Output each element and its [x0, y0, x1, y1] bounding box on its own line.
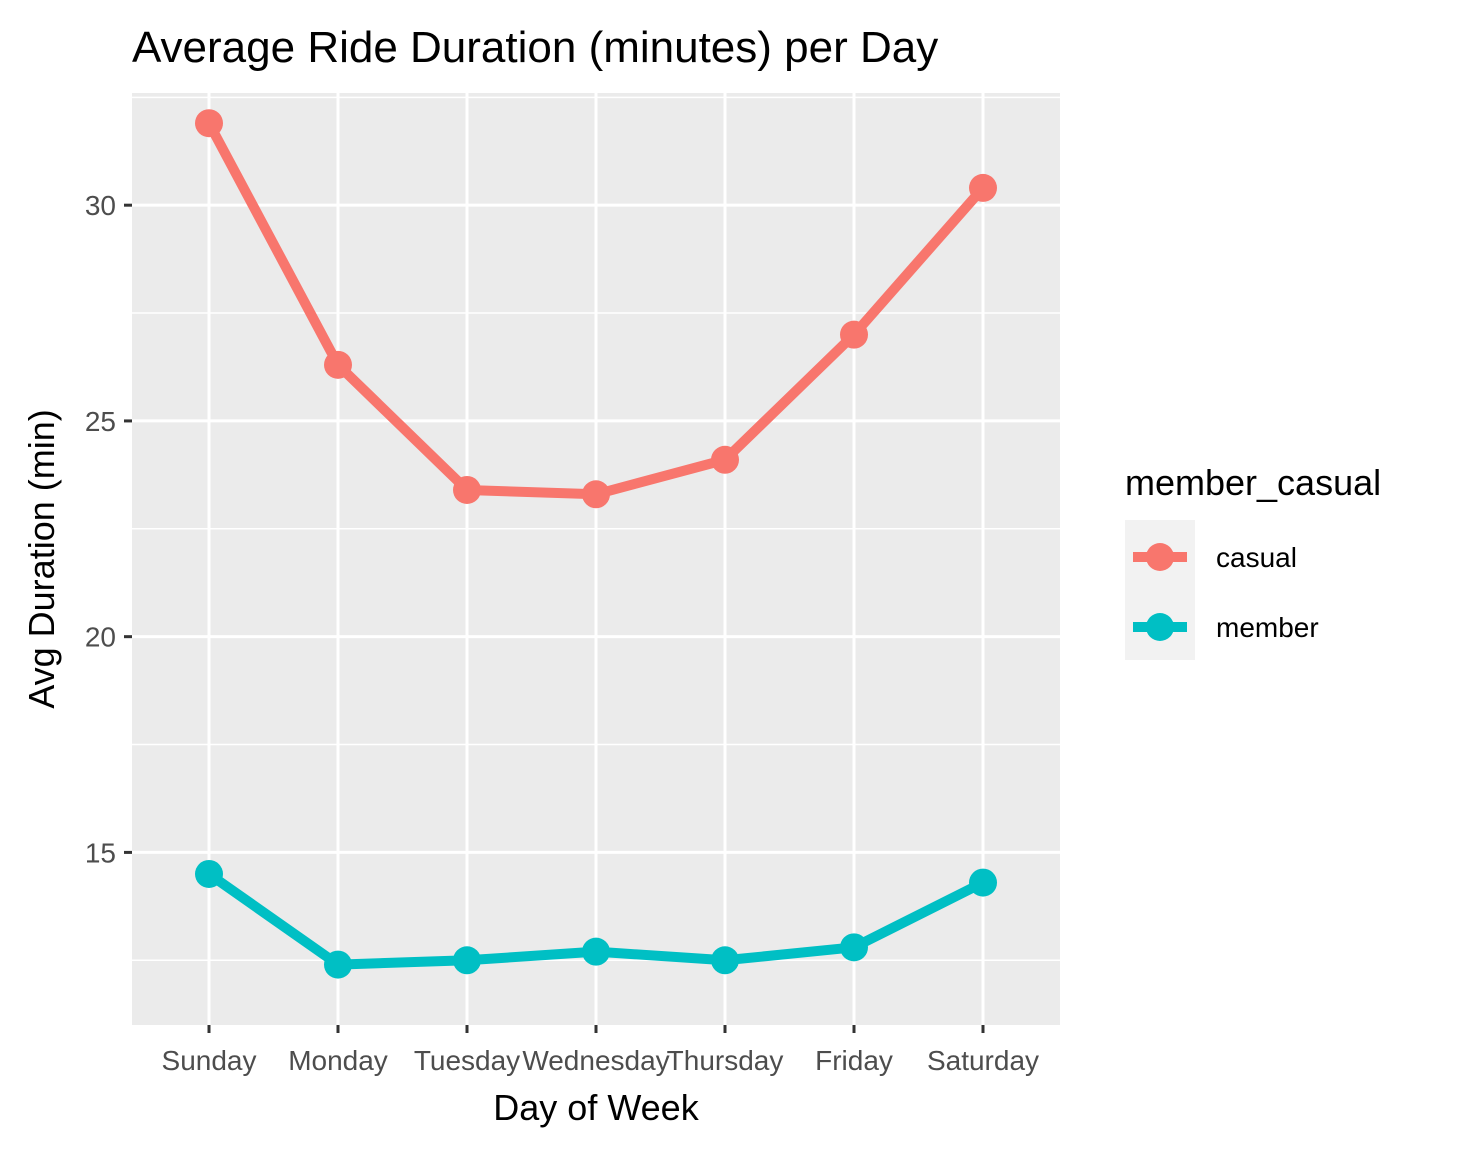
- data-point-casual: [711, 445, 739, 474]
- y-tick-label: 25: [85, 406, 116, 437]
- data-point-casual: [582, 480, 610, 509]
- data-point-casual: [453, 475, 481, 504]
- x-tick-label: Tuesday: [414, 1045, 520, 1076]
- data-point-casual: [840, 320, 868, 349]
- legend-title: member_casual: [1125, 462, 1381, 503]
- series-layer: [195, 109, 997, 979]
- legend-label-casual: casual: [1216, 542, 1297, 573]
- chart-title: Average Ride Duration (minutes) per Day: [132, 23, 938, 72]
- data-point-casual: [324, 350, 352, 379]
- data-point-casual: [195, 109, 223, 138]
- data-point-member: [840, 933, 868, 962]
- data-point-member: [969, 868, 997, 897]
- y-axis-title: Avg Duration (min): [21, 409, 62, 708]
- x-tick-label: Monday: [288, 1045, 388, 1076]
- data-point-member: [711, 946, 739, 975]
- y-tick-label: 15: [85, 837, 116, 868]
- x-axis-title: Day of Week: [493, 1087, 699, 1128]
- legend-point-member: [1146, 613, 1174, 641]
- data-point-member: [195, 859, 223, 888]
- data-point-casual: [969, 173, 997, 202]
- data-point-member: [453, 946, 481, 975]
- legend-label-member: member: [1216, 612, 1319, 643]
- x-tick-label: Wednesday: [522, 1045, 669, 1076]
- legend-point-casual: [1146, 543, 1174, 571]
- x-tick-label: Saturday: [927, 1045, 1039, 1076]
- legend: member_casual casual member: [1125, 462, 1381, 660]
- x-tick-label: Friday: [815, 1045, 893, 1076]
- axes: 15 20 25 30 Sunday Monday Tuesday WednesdayThur…: [85, 190, 1039, 1076]
- x-tick-label: Sunday: [162, 1045, 257, 1076]
- y-tick-label: 20: [85, 622, 116, 653]
- x-tick-label: Thursday: [667, 1045, 784, 1076]
- data-point-member: [324, 950, 352, 979]
- data-point-member: [582, 937, 610, 966]
- y-tick-label: 30: [85, 190, 116, 221]
